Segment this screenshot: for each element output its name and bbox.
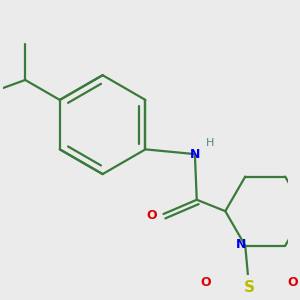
Text: O: O bbox=[200, 276, 211, 289]
Text: S: S bbox=[244, 280, 255, 295]
Text: N: N bbox=[236, 238, 247, 251]
Text: O: O bbox=[287, 276, 298, 289]
Text: N: N bbox=[190, 148, 200, 160]
Text: H: H bbox=[206, 138, 214, 148]
Text: O: O bbox=[147, 209, 158, 222]
